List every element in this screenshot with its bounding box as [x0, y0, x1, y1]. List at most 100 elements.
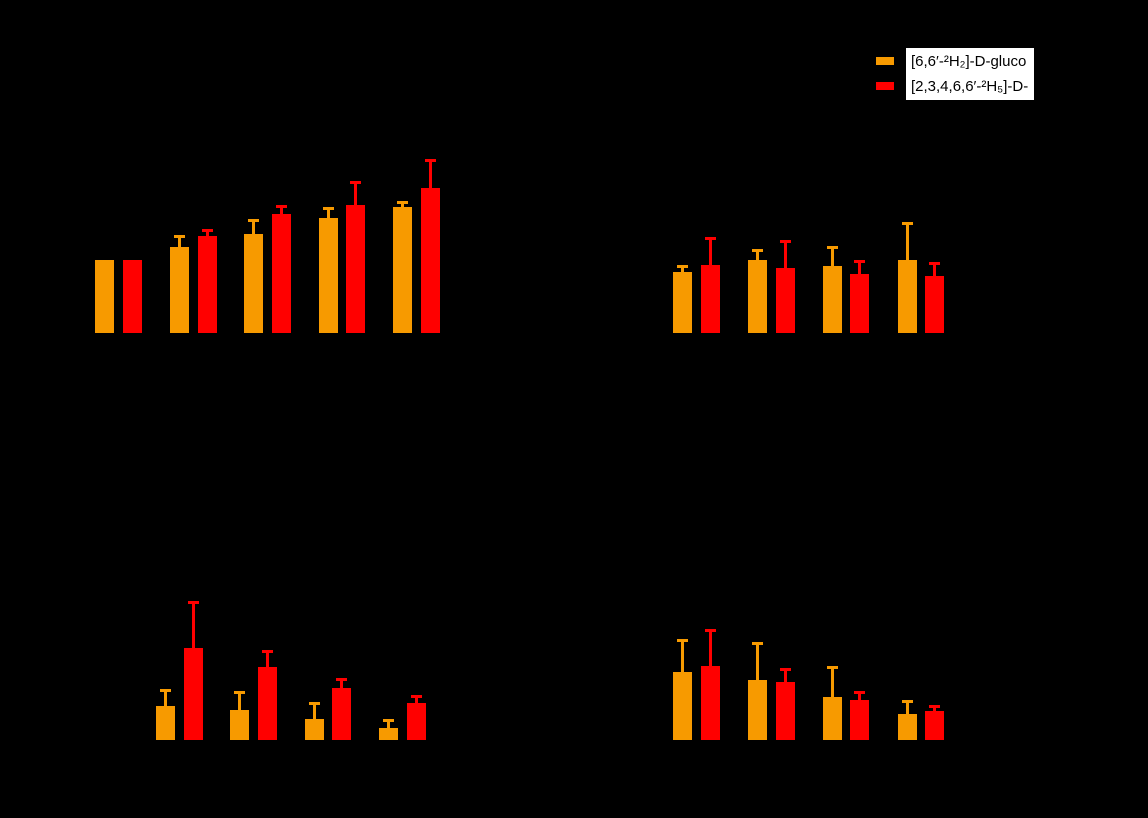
error-bar-cap-red — [780, 240, 791, 243]
bar-red — [198, 236, 217, 333]
error-bar-cap-red — [929, 705, 940, 708]
error-bar-stem-orange — [831, 667, 834, 697]
bar-red — [421, 188, 440, 333]
bar-orange — [305, 719, 324, 740]
error-bar-cap-red — [411, 695, 422, 698]
error-bar-cap-red — [705, 237, 716, 240]
error-bar-stem-red — [784, 669, 787, 682]
error-bar-stem-orange — [164, 690, 167, 706]
error-bar-cap-red — [705, 629, 716, 632]
error-bar-stem-orange — [756, 643, 759, 680]
error-bar-cap-orange — [383, 719, 394, 722]
error-bar-stem-orange — [313, 703, 316, 719]
bar-red — [272, 214, 291, 333]
bar-red — [346, 205, 365, 333]
error-bar-stem-orange — [681, 640, 684, 672]
error-bar-stem-orange — [387, 720, 390, 728]
error-bar-cap-red — [350, 181, 361, 184]
error-bar-cap-orange — [827, 246, 838, 249]
error-bar-stem-red — [858, 261, 861, 274]
error-bar-cap-red — [188, 601, 199, 604]
error-bar-stem-red — [709, 630, 712, 666]
error-bar-stem-orange — [831, 247, 834, 266]
error-bar-stem-red — [415, 696, 418, 703]
bar-red — [701, 265, 720, 333]
bar-orange — [244, 234, 263, 333]
bar-orange — [230, 710, 249, 740]
legend-label-series-2: [2,3,4,6,6′-²H₅]-D- — [911, 78, 1029, 95]
bar-orange — [748, 680, 767, 740]
bar-red — [407, 703, 426, 740]
error-bar-cap-orange — [902, 222, 913, 225]
error-bar-stem-red — [933, 706, 936, 711]
error-bar-stem-orange — [756, 250, 759, 260]
bar-orange — [673, 672, 692, 740]
bar-orange — [319, 218, 338, 333]
error-bar-stem-red — [266, 651, 269, 667]
error-bar-stem-red — [192, 602, 195, 648]
error-bar-cap-orange — [248, 219, 259, 222]
bar-red — [184, 648, 203, 740]
bar-orange — [898, 714, 917, 740]
bar-red — [123, 260, 142, 333]
error-bar-cap-orange — [902, 700, 913, 703]
bar-orange — [156, 706, 175, 740]
error-bar-cap-orange — [160, 689, 171, 692]
error-bar-cap-red — [854, 260, 865, 263]
bar-red — [850, 274, 869, 333]
error-bar-stem-red — [933, 263, 936, 276]
error-bar-cap-red — [276, 205, 287, 208]
bar-orange — [379, 728, 398, 740]
error-bar-stem-orange — [327, 208, 330, 218]
bar-orange — [823, 697, 842, 740]
legend-label-series-1: [6,6′-²H₂]-D-gluco — [911, 53, 1027, 70]
bar-red — [925, 276, 944, 333]
bar-red — [258, 667, 277, 740]
bar-orange — [748, 260, 767, 333]
error-bar-cap-red — [780, 668, 791, 671]
bar-orange — [393, 207, 412, 333]
bar-orange — [170, 247, 189, 333]
error-bar-stem-red — [429, 160, 432, 188]
error-bar-cap-orange — [309, 702, 320, 705]
error-bar-stem-red — [858, 692, 861, 700]
error-bar-stem-red — [280, 206, 283, 214]
legend-box: [6,6′-²H₂]-D-gluco [2,3,4,6,6′-²H₅]-D- — [906, 48, 1034, 100]
error-bar-stem-orange — [178, 236, 181, 247]
legend-swatch-orange — [876, 57, 894, 65]
error-bar-cap-orange — [397, 201, 408, 204]
error-bar-cap-red — [425, 159, 436, 162]
error-bar-cap-orange — [323, 207, 334, 210]
bar-red — [701, 666, 720, 740]
bar-orange — [673, 272, 692, 333]
error-bar-stem-orange — [906, 701, 909, 714]
bar-red — [776, 268, 795, 333]
error-bar-cap-orange — [174, 235, 185, 238]
error-bar-stem-orange — [681, 266, 684, 272]
error-bar-stem-red — [709, 238, 712, 265]
bar-orange — [95, 260, 114, 333]
error-bar-cap-orange — [827, 666, 838, 669]
error-bar-stem-orange — [401, 202, 404, 207]
error-bar-cap-red — [929, 262, 940, 265]
bar-red — [850, 700, 869, 740]
bar-red — [776, 682, 795, 740]
bar-red — [332, 688, 351, 740]
error-bar-cap-red — [336, 678, 347, 681]
error-bar-stem-red — [354, 182, 357, 205]
error-bar-stem-orange — [238, 692, 241, 710]
error-bar-cap-orange — [752, 642, 763, 645]
error-bar-stem-orange — [906, 223, 909, 260]
legend-swatch-red — [876, 82, 894, 90]
error-bar-cap-orange — [234, 691, 245, 694]
error-bar-stem-red — [784, 241, 787, 268]
error-bar-stem-red — [206, 230, 209, 236]
error-bar-cap-orange — [677, 639, 688, 642]
bar-red — [925, 711, 944, 740]
error-bar-cap-red — [854, 691, 865, 694]
bar-orange — [823, 266, 842, 333]
error-bar-cap-orange — [752, 249, 763, 252]
